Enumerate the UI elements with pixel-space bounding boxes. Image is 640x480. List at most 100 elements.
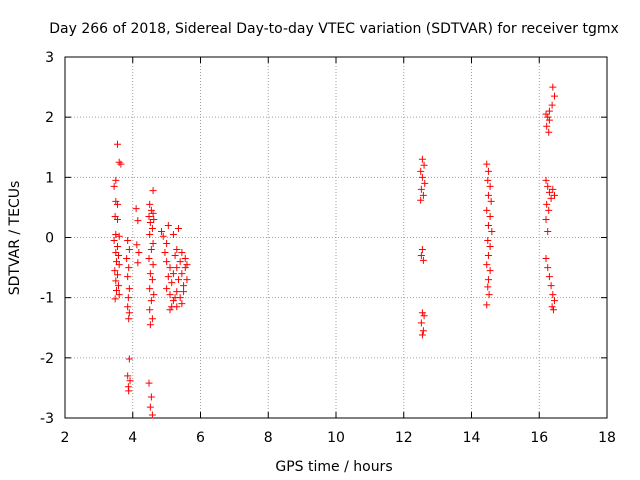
data-point — [125, 246, 133, 254]
data-point — [124, 294, 132, 302]
data-point — [418, 173, 426, 181]
data-point — [147, 246, 155, 254]
data-point — [125, 309, 133, 317]
data-point — [124, 237, 132, 245]
data-point — [147, 393, 155, 401]
x-tick-label: 10 — [327, 430, 345, 446]
data-point — [544, 113, 552, 121]
data-point — [542, 215, 550, 223]
data-point — [550, 191, 558, 199]
data-point — [145, 379, 153, 387]
y-axis-tick-labels: -3 -2 -1 0 1 2 3 — [40, 50, 54, 427]
data-point — [112, 286, 120, 294]
data-point — [550, 297, 558, 305]
data-point — [125, 355, 133, 363]
data-point — [542, 255, 550, 263]
data-point — [484, 237, 492, 245]
data-point — [163, 285, 171, 293]
data-point — [418, 309, 426, 317]
data-point — [146, 230, 154, 238]
data-point — [547, 194, 555, 202]
data-point — [166, 306, 174, 314]
data-point — [169, 230, 177, 238]
data-point — [544, 227, 552, 235]
data-point — [421, 179, 429, 187]
data-point — [123, 255, 131, 263]
data-point — [484, 283, 492, 291]
data-point — [147, 297, 155, 305]
data-point — [148, 411, 156, 419]
data-point — [173, 246, 181, 254]
data-point — [112, 230, 120, 238]
data-point — [124, 273, 132, 281]
data-point — [146, 285, 154, 293]
data-point — [115, 252, 123, 260]
data-point — [148, 315, 156, 323]
data-point — [484, 176, 492, 184]
data-points — [110, 83, 558, 419]
data-point — [111, 295, 119, 303]
data-point — [484, 167, 492, 175]
data-point — [543, 200, 551, 208]
x-tick-label: 14 — [463, 430, 481, 446]
data-point — [114, 243, 122, 251]
x-tick-label: 18 — [598, 430, 616, 446]
data-point — [181, 255, 189, 263]
data-point — [149, 209, 157, 217]
data-point — [110, 237, 118, 245]
y-tick-label: 1 — [45, 170, 54, 186]
data-point — [547, 282, 555, 290]
data-point — [117, 160, 125, 168]
data-point — [115, 232, 123, 240]
axis-ticks — [64, 56, 608, 419]
data-point — [419, 191, 427, 199]
data-point — [135, 249, 143, 257]
data-point — [542, 176, 550, 184]
data-point — [174, 276, 182, 284]
data-point — [486, 212, 494, 220]
data-point — [114, 140, 122, 148]
data-point — [114, 271, 122, 279]
data-point — [483, 160, 491, 168]
data-point — [145, 255, 153, 263]
data-point — [114, 200, 122, 208]
data-point — [549, 291, 557, 299]
x-tick-label: 16 — [530, 430, 548, 446]
data-point — [148, 276, 156, 284]
data-point — [545, 188, 553, 196]
data-point — [180, 282, 188, 290]
data-point — [171, 252, 179, 260]
data-point — [115, 261, 123, 269]
data-point — [115, 282, 123, 290]
data-point — [146, 306, 154, 314]
data-point — [111, 267, 119, 275]
data-point — [486, 182, 494, 190]
data-point — [549, 83, 557, 91]
data-point — [166, 264, 174, 272]
x-tick-label: 2 — [61, 430, 70, 446]
data-point — [486, 243, 494, 251]
data-point — [545, 206, 553, 214]
data-point — [164, 273, 172, 281]
data-point — [545, 107, 553, 115]
data-point — [542, 110, 550, 118]
data-point — [149, 187, 157, 195]
data-point — [545, 128, 553, 136]
y-tick-label: 3 — [45, 50, 54, 66]
data-point — [417, 252, 425, 260]
data-point — [146, 270, 154, 278]
y-tick-label: 0 — [45, 231, 54, 247]
data-point — [134, 259, 142, 267]
data-point — [149, 261, 157, 269]
data-point — [417, 196, 425, 204]
y-tick-label: 2 — [45, 110, 54, 126]
data-point — [176, 294, 184, 302]
data-point — [548, 303, 556, 311]
data-point — [115, 158, 123, 166]
data-point — [146, 200, 154, 208]
data-point — [419, 256, 427, 264]
data-point — [112, 197, 120, 205]
data-point — [125, 264, 133, 272]
data-point — [163, 258, 171, 266]
grid — [65, 57, 607, 418]
